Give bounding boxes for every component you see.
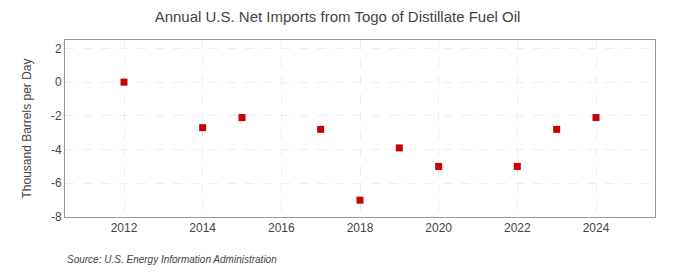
svg-text:Source: U.S. Energy Informatio: Source: U.S. Energy Information Administ… <box>67 254 277 265</box>
svg-text:2016: 2016 <box>268 221 295 235</box>
svg-text:Annual U.S. Net Imports from T: Annual U.S. Net Imports from Togo of Dis… <box>155 8 521 25</box>
svg-text:-2: -2 <box>51 109 62 123</box>
svg-text:-6: -6 <box>51 176 62 190</box>
svg-text:2012: 2012 <box>111 221 138 235</box>
svg-text:2022: 2022 <box>504 221 531 235</box>
svg-text:2024: 2024 <box>583 221 610 235</box>
svg-text:Thousand Barrels per Day: Thousand Barrels per Day <box>20 58 34 198</box>
svg-text:0: 0 <box>55 75 62 89</box>
svg-text:2020: 2020 <box>425 221 452 235</box>
svg-text:-8: -8 <box>51 210 62 224</box>
svg-text:2: 2 <box>55 42 62 56</box>
svg-text:2014: 2014 <box>189 221 216 235</box>
svg-text:-4: -4 <box>51 143 62 157</box>
svg-text:2018: 2018 <box>347 221 374 235</box>
